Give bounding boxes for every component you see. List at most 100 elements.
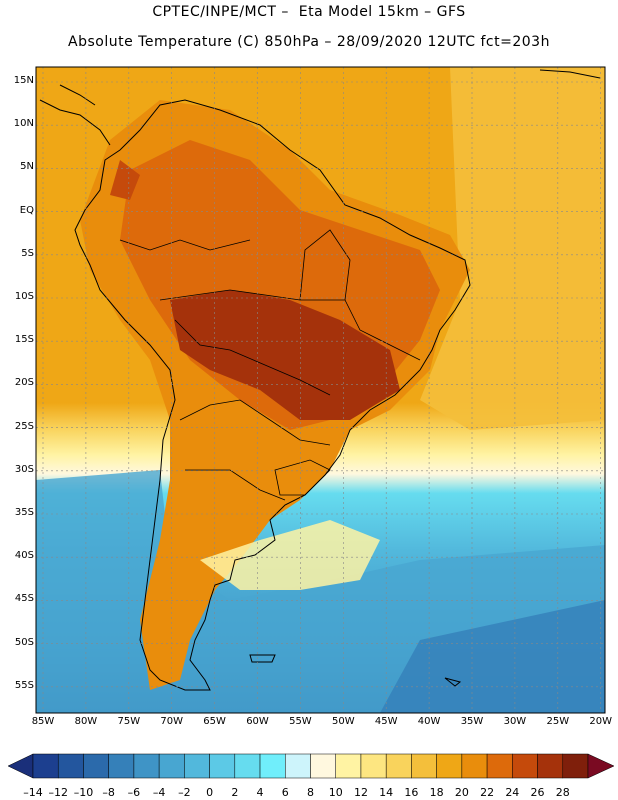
- lon-label: 40W: [417, 716, 441, 727]
- cool-plume: [200, 520, 380, 590]
- colorbar-swatch: [486, 753, 513, 779]
- lon-label: 60W: [246, 716, 269, 727]
- colorbar-swatch: [360, 753, 387, 779]
- lon-label: 80W: [74, 716, 98, 727]
- colorbar-label: 22: [480, 786, 495, 799]
- colorbar-label: 8: [307, 786, 314, 799]
- lon-label: 50W: [331, 716, 355, 727]
- lat-label: 20S: [14, 377, 34, 389]
- colorbar-label: 26: [530, 786, 545, 799]
- south-america-coastline: [74, 99, 471, 691]
- colorbar-label: –2: [178, 786, 191, 799]
- colorbar-swatch: [335, 753, 362, 779]
- map-frame: [35, 66, 606, 714]
- lat-label: 25S: [14, 420, 34, 432]
- lat-label: 15S: [14, 334, 34, 346]
- colorbar-label: 10: [328, 786, 343, 799]
- lon-label: 25W: [546, 716, 570, 727]
- chart-title-line1: CPTEC/INPE/MCT – Eta Model 15km – GFS: [152, 4, 466, 20]
- lat-label: 5S: [21, 247, 34, 259]
- lat-label: 35S: [14, 507, 34, 518]
- border-states: [299, 229, 351, 301]
- chart-title-line2: Absolute Temperature (C) 850hPa – 28/09/…: [68, 34, 550, 50]
- colorbar-label: 6: [281, 786, 289, 799]
- caribbean-islands: [539, 69, 601, 79]
- colorbar-high-extension: [587, 753, 615, 779]
- hot-spot-north: [110, 160, 140, 200]
- colorbar-swatch: [32, 753, 59, 779]
- caribbean-coast: [59, 84, 96, 106]
- hottest-core: [170, 290, 400, 420]
- colorbar-swatch: [133, 753, 160, 779]
- colorbar: [7, 753, 615, 779]
- colorbar-label: 28: [555, 786, 570, 799]
- colorbar-label: –12: [48, 786, 68, 799]
- lon-label: 30W: [503, 716, 527, 727]
- lat-label: 50S: [14, 636, 34, 648]
- colorbar-label: –4: [152, 786, 166, 799]
- warm-ocean-band: [420, 67, 605, 430]
- colorbar-label: 14: [379, 786, 394, 799]
- lat-label: 5N: [20, 161, 34, 173]
- colorbar-label: –6: [127, 786, 141, 799]
- colorbar-swatch: [184, 753, 210, 779]
- lat-label: 15N: [13, 75, 34, 86]
- south-georgia: [444, 677, 462, 687]
- colorbar-swatch: [234, 753, 261, 779]
- colorbar-swatch: [562, 753, 589, 779]
- colorbar-label: –8: [102, 786, 115, 799]
- border-brazil-north: [159, 289, 421, 361]
- deep-cold-region: [380, 600, 605, 713]
- colorbar-swatch: [411, 753, 437, 779]
- colorbar-label: 0: [206, 786, 214, 799]
- central-america-coast: [39, 99, 111, 146]
- colorbar-swatch: [436, 753, 463, 779]
- colorbar-low-extension: [7, 753, 34, 779]
- colorbar-swatch: [209, 753, 236, 779]
- colorbar-swatch: [310, 753, 336, 779]
- colorbar-swatch: [512, 753, 538, 779]
- border-colombia: [119, 239, 251, 251]
- colorbar-label: 20: [454, 786, 469, 799]
- falkland-islands: [249, 654, 276, 663]
- border-uruguay: [274, 459, 331, 496]
- lon-label: 35W: [460, 716, 484, 727]
- lon-label: 65W: [203, 716, 226, 727]
- lat-label: 10N: [13, 118, 34, 130]
- colorbar-label: 2: [231, 786, 239, 799]
- lat-label: 55S: [14, 679, 34, 691]
- map-field: [36, 67, 605, 713]
- lat-label: EQ: [19, 204, 34, 216]
- colorbar-swatch: [57, 753, 84, 779]
- colorbar-swatch: [259, 753, 286, 779]
- colorbar-label: 12: [353, 786, 368, 799]
- colorbar-label: 24: [505, 786, 520, 799]
- colorbar-label: 4: [256, 786, 264, 799]
- border-argentina: [185, 469, 286, 501]
- colorbar-label: –14: [23, 786, 43, 799]
- colorbar-label: 16: [404, 786, 419, 799]
- lon-label: 45W: [374, 716, 398, 727]
- lon-label: 20W: [589, 716, 612, 727]
- lat-label: 45S: [14, 593, 34, 605]
- lon-label: 85W: [31, 716, 55, 727]
- lat-label: 10S: [14, 291, 34, 302]
- colorbar-swatch: [385, 753, 412, 779]
- lon-label: 55W: [289, 716, 312, 727]
- colorbar-swatch: [537, 753, 564, 779]
- coastlines: [39, 69, 601, 691]
- lat-label: 30S: [14, 463, 34, 475]
- lon-label: 75W: [117, 716, 141, 727]
- border-bolivia: [174, 319, 331, 396]
- colorbar-label: 18: [429, 786, 444, 799]
- colorbar-swatch: [285, 753, 311, 779]
- colorbar-swatch: [108, 753, 135, 779]
- colorbar-label: –10: [73, 786, 94, 799]
- border-paraguay: [179, 399, 331, 446]
- colorbar-swatch: [158, 753, 185, 779]
- country-borders: [119, 229, 421, 501]
- lat-label: 40S: [14, 550, 34, 562]
- lon-label: 70W: [160, 716, 183, 727]
- colorbar-swatch: [83, 753, 109, 779]
